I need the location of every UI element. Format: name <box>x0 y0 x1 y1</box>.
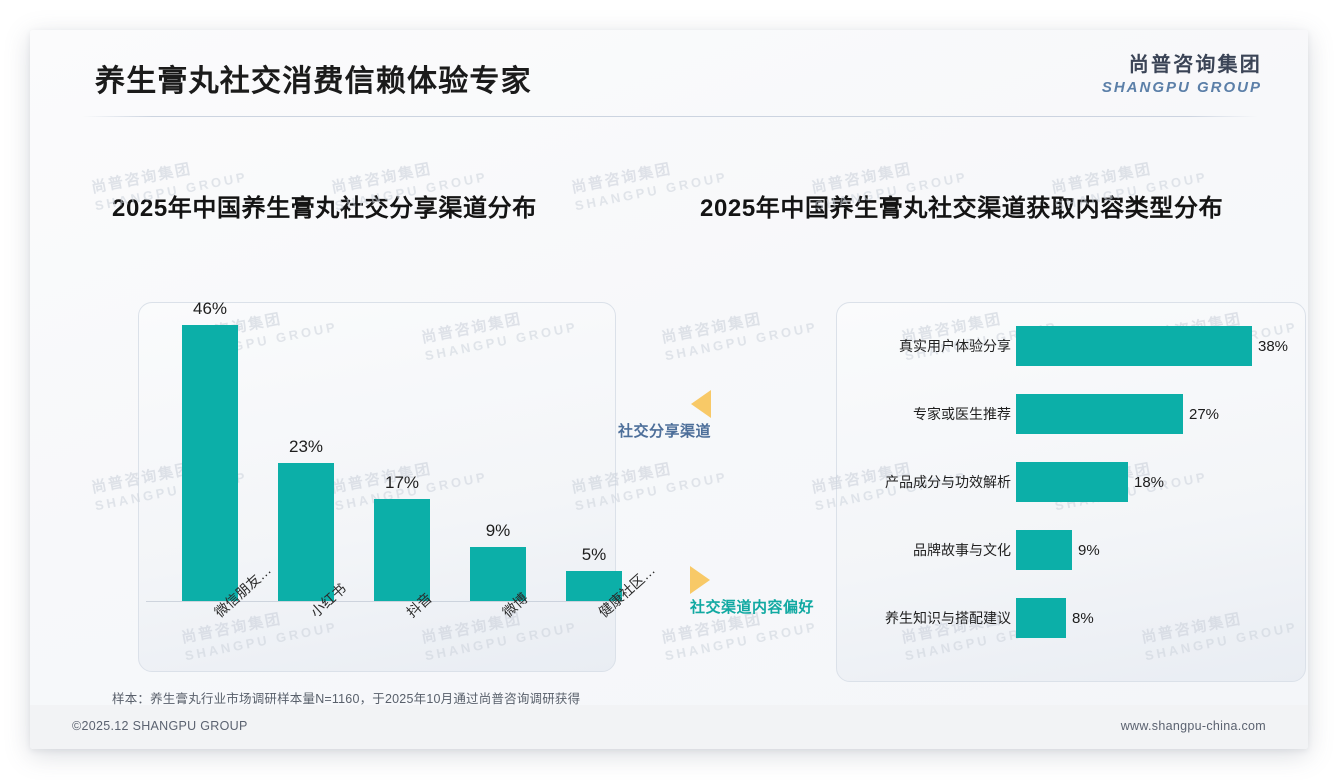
bar-row: 真实用户体验分享 38% <box>836 324 1306 368</box>
horizontal-bar[interactable] <box>1016 462 1128 502</box>
bar-value-label: 38% <box>1258 337 1289 355</box>
column-bar[interactable] <box>470 547 526 601</box>
bar-category-label: 品牌故事与文化 <box>913 542 1011 558</box>
column-value-label: 9% <box>485 521 511 540</box>
column-group: 17% 抖音 <box>374 473 435 620</box>
brand-name-cn: 尚普咨询集团 <box>1128 54 1262 76</box>
brand-name-en: SHANGPU GROUP <box>1101 79 1262 96</box>
annotation-label-1: 社交分享渠道 <box>618 423 712 440</box>
horizontal-bar[interactable] <box>1016 530 1072 570</box>
column-chart-baseline <box>146 601 612 602</box>
bar-row: 专家或医生推荐 27% <box>836 392 1306 436</box>
annotation-content-preference: 社交渠道内容偏好 <box>690 566 814 617</box>
column-group: 5% 健康社区… <box>566 545 658 620</box>
horizontal-bar[interactable] <box>1016 598 1066 638</box>
bar-category-label: 产品成分与功效解析 <box>885 474 1011 490</box>
page-title: 养生膏丸社交消费信赖体验专家 <box>95 65 532 98</box>
column-value-label: 5% <box>581 545 607 564</box>
content-type-bar-chart: 真实用户体验分享 38% 专家或医生推荐 27% 产品成分与功效解析 18% 品牌故事与文化… <box>836 302 1306 682</box>
bar-category-label: 专家或医生推荐 <box>913 406 1011 422</box>
brand-logo: 尚普咨询集团 SHANGPU GROUP <box>1102 55 1262 95</box>
left-chart-title: 2025年中国养生膏丸社交分享渠道分布 <box>112 195 537 222</box>
bar-category-label: 真实用户体验分享 <box>899 338 1011 354</box>
column-value-label: 17% <box>384 473 420 492</box>
column-group: 23% 小红书 <box>278 437 349 620</box>
slide-footer: ©2025.12 SHANGPU GROUP www.shangpu-china… <box>30 705 1308 749</box>
annotation-social-share-channel: 社交分享渠道 <box>618 390 712 441</box>
triangle-right-icon <box>690 566 710 594</box>
bar-value-label: 8% <box>1072 609 1094 627</box>
horizontal-bar[interactable] <box>1016 326 1252 366</box>
website-link[interactable]: www.shangpu-china.com <box>1120 719 1266 733</box>
copyright-text: ©2025.12 SHANGPU GROUP <box>72 719 248 733</box>
column-value-label: 23% <box>288 437 324 456</box>
bar-row: 品牌故事与文化 9% <box>836 528 1306 572</box>
bar-value-label: 27% <box>1189 405 1220 423</box>
bar-value-label: 9% <box>1078 541 1100 559</box>
column-bar[interactable] <box>278 463 334 601</box>
right-chart-title: 2025年中国养生膏丸社交渠道获取内容类型分布 <box>700 195 1224 222</box>
annotation-label-2: 社交渠道内容偏好 <box>690 599 815 616</box>
column-bar[interactable] <box>374 499 430 601</box>
social-share-channel-column-chart: 46% 微信朋友… 23% 小红书 17% 抖音 9% 微博 5% 健康社区… <box>138 226 658 678</box>
bar-row: 养生知识与搭配建议 8% <box>836 596 1306 640</box>
column-bar[interactable] <box>566 571 622 601</box>
bar-row: 产品成分与功效解析 18% <box>836 460 1306 504</box>
slide-canvas: 养生膏丸社交消费信赖体验专家 尚普咨询集团 SHANGPU GROUP 2025… <box>30 30 1308 749</box>
header-divider <box>82 116 1258 117</box>
sample-footnote: 样本：养生膏丸行业市场调研样本量N=1160，于2025年10月通过尚普咨询调研… <box>112 692 581 706</box>
triangle-left-icon <box>691 390 712 418</box>
bar-category-label: 养生知识与搭配建议 <box>885 610 1011 626</box>
slide-header: 养生膏丸社交消费信赖体验专家 尚普咨询集团 SHANGPU GROUP <box>30 30 1308 116</box>
bar-value-label: 18% <box>1134 473 1165 491</box>
horizontal-bar[interactable] <box>1016 394 1183 434</box>
column-group: 46% 微信朋友… <box>182 299 274 620</box>
column-value-label: 46% <box>192 299 228 318</box>
column-group: 9% 微博 <box>470 521 531 620</box>
column-bar[interactable] <box>182 325 238 601</box>
